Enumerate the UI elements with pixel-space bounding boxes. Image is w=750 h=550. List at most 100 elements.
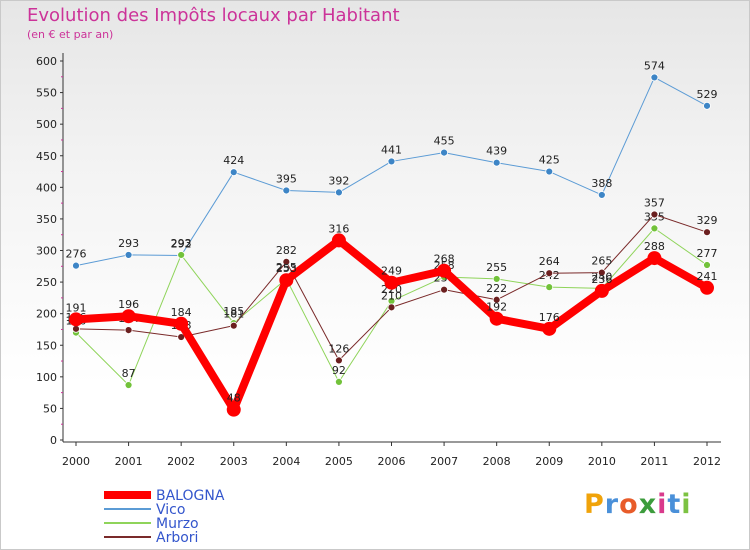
y-tick-label: 50 [43,402,57,415]
data-label-balogna: 316 [328,222,349,235]
data-label-vico: 292 [171,238,192,251]
data-point-vico [335,188,343,197]
data-label-vico: 395 [276,172,297,185]
data-label-vico: 424 [223,154,244,167]
data-label-balogna: 288 [644,240,665,253]
logo-letter: o [619,489,639,520]
x-tick-label: 2012 [693,455,721,468]
data-point-arbori [335,356,343,365]
data-label-murzo: 277 [697,247,718,260]
x-tick-label: 2006 [378,455,406,468]
data-point-vico [597,191,606,199]
data-label-vico: 425 [539,154,560,167]
data-point-arbori [597,268,606,277]
data-point-vico [703,101,711,110]
x-tick-label: 2008 [483,455,511,468]
legend-label-arbori: Arbori [156,530,198,546]
data-label-arbori: 265 [591,255,612,268]
y-tick-label: 450 [36,150,57,163]
data-label-murzo: 87 [122,367,136,380]
data-label-murzo: 293 [171,237,192,250]
logo-letter: i [657,489,668,520]
data-label-balogna: 196 [118,298,139,311]
data-point-arbori [650,210,659,219]
data-point-murzo [703,261,711,269]
x-tick-label: 2002 [167,455,195,468]
y-tick-label: 350 [36,213,57,226]
data-point-murzo [650,224,659,233]
chart-title: Evolution des Impôts locaux par Habitant [27,5,400,26]
data-point-balogna [331,233,346,248]
data-label-balogna: 48 [227,392,241,405]
data-label-balogna: 192 [486,301,507,314]
data-label-arbori: 210 [381,289,402,302]
logo-letter: r [604,489,620,520]
legend-label-murzo: Murzo [156,516,199,532]
data-point-arbori [440,285,448,294]
x-tick-label: 2011 [640,455,668,468]
y-tick-label: 550 [36,87,57,100]
y-tick-label: 600 [36,55,57,68]
data-point-arbori [703,228,711,237]
legend-label-balogna: BALOGNA [156,488,225,504]
y-tick-label: 300 [36,245,57,258]
y-tick-label: 0 [50,434,57,447]
data-label-balogna: 176 [539,311,560,324]
data-label-balogna: 253 [276,262,297,275]
data-label-arbori: 264 [539,255,560,268]
data-label-vico: 293 [118,237,139,250]
data-label-balogna: 268 [434,253,455,266]
x-tick-label: 2001 [115,455,143,468]
x-tick-label: 2004 [272,455,300,468]
data-point-vico [72,261,80,270]
data-label-balogna: 236 [591,273,612,286]
logo-letter: P [584,489,605,520]
data-label-murzo: 185 [223,305,244,318]
data-point-arbori [229,321,238,330]
data-point-balogna [121,309,136,324]
data-label-vico: 392 [328,174,349,187]
data-point-arbori [124,326,133,334]
data-point-murzo [545,283,554,292]
data-point-arbori [72,324,80,333]
y-tick-label: 400 [36,181,57,194]
y-tick-label: 150 [36,339,57,352]
data-point-balogna [174,316,189,331]
data-label-vico: 276 [66,248,87,261]
proxiti-logo: Proxiti [584,489,692,520]
x-tick-label: 2000 [62,455,90,468]
x-tick-label: 2007 [430,455,458,468]
data-label-vico: 574 [644,59,665,72]
data-point-balogna [594,283,609,298]
data-label-vico: 439 [486,145,507,158]
data-label-balogna: 184 [171,306,192,319]
data-label-murzo: 240 [591,270,612,283]
logo-letter: x [638,489,658,520]
y-tick-label: 100 [36,371,57,384]
data-label-balogna: 249 [381,265,402,278]
y-tick-label: 200 [36,308,57,321]
x-tick-label: 2003 [220,455,248,468]
data-label-vico: 529 [697,88,718,101]
data-label-vico: 455 [434,135,455,148]
x-tick-label: 2010 [588,455,616,468]
logo-letter: i [681,489,692,520]
data-point-arbori [545,269,554,278]
data-point-balogna [437,263,452,278]
legend-label-vico: Vico [156,502,185,518]
data-label-arbori: 329 [697,214,718,227]
y-tick-label: 250 [36,276,57,289]
data-point-murzo [492,275,501,283]
data-label-arbori: 282 [276,244,297,257]
data-point-vico [440,148,448,157]
data-point-murzo [177,251,186,259]
x-tick-label: 2005 [325,455,353,468]
data-point-vico [492,158,501,167]
data-label-murzo: 255 [486,261,507,274]
data-label-arbori: 222 [486,282,507,295]
data-label-vico: 388 [591,177,612,190]
data-point-balogna [542,321,557,336]
data-point-balogna [69,312,83,327]
